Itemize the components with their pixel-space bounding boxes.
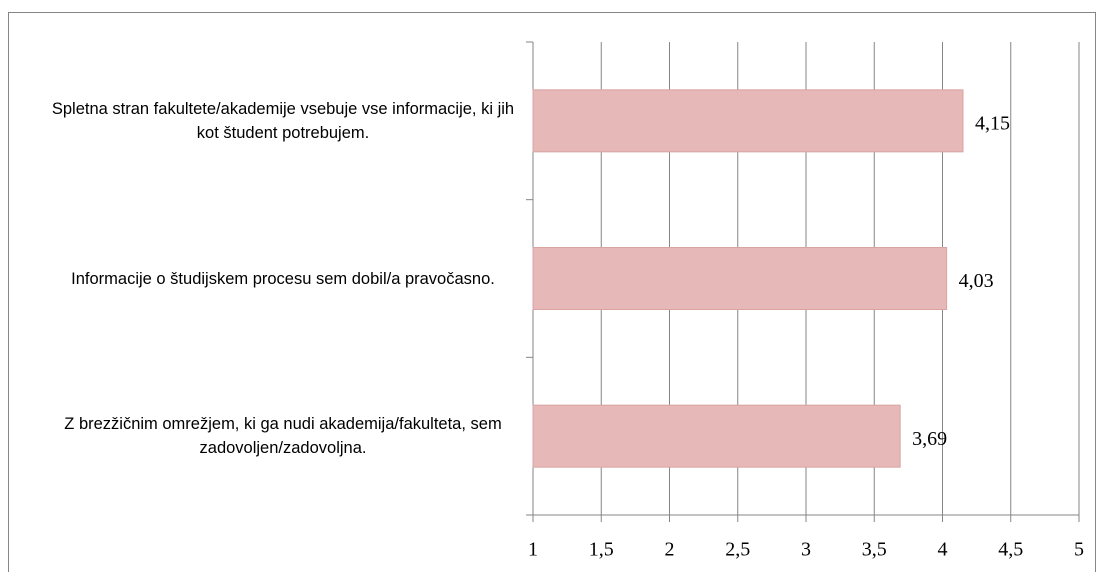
x-tick-label: 3 xyxy=(801,539,811,561)
x-tick-label: 1 xyxy=(528,539,538,561)
category-label: Spletna stran fakultete/akademije vsebuj… xyxy=(51,99,515,142)
value-label: 4,03 xyxy=(959,270,994,292)
value-label: 3,69 xyxy=(912,428,947,450)
x-tick-label: 3,5 xyxy=(862,539,887,561)
chart-border xyxy=(8,12,1096,572)
value-label: 4,15 xyxy=(975,112,1010,134)
bar xyxy=(532,247,948,310)
x-tick-label: 5 xyxy=(1074,539,1084,561)
x-tick-label: 4,5 xyxy=(998,539,1023,561)
x-tick-label: 2,5 xyxy=(725,539,750,561)
x-tick-label: 1,5 xyxy=(589,539,614,561)
x-tick-label: 2 xyxy=(665,539,675,561)
bar xyxy=(532,404,901,468)
bar xyxy=(532,89,964,153)
category-label: Informacije o študijskem procesu sem dob… xyxy=(71,269,495,288)
category-label: Z brezžičnim omrežjem, ki ga nudi akadem… xyxy=(64,415,502,458)
x-tick-label: 4 xyxy=(938,539,948,561)
